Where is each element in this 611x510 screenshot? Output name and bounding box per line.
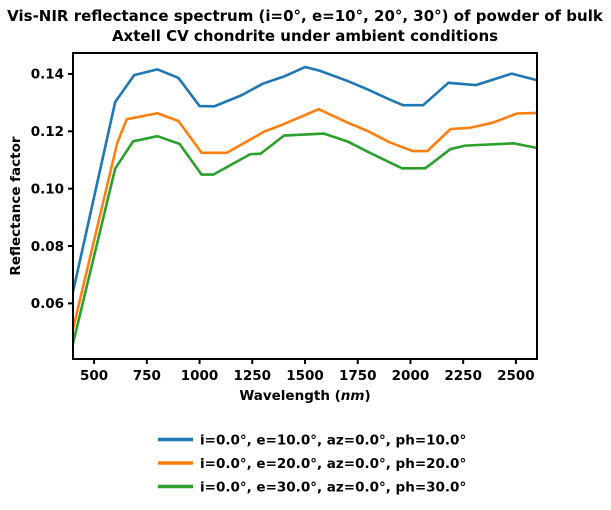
x-tick-label: 500 (80, 368, 108, 384)
x-tick-label: 750 (133, 368, 161, 384)
series-line-0 (73, 65, 537, 293)
legend-label-0: i=0.0°, e=10.0°, az=0.0°, ph=10.0° (200, 432, 466, 448)
series-line-1 (73, 107, 537, 330)
x-tick-label: 1500 (286, 368, 324, 384)
chart-title-line1: Vis-NIR reflectance spectrum (i=0°, e=10… (7, 7, 604, 25)
y-tick-label: 0.14 (31, 67, 64, 83)
axes-spines (72, 52, 538, 360)
x-tick-label: 2000 (392, 368, 430, 384)
series-line-2 (73, 132, 537, 344)
y-tick-label: 0.12 (31, 124, 64, 140)
y-axis-label: Reflectance factor (8, 136, 24, 275)
legend: i=0.0°, e=10.0°, az=0.0°, ph=10.0° i=0.0°… (158, 432, 466, 495)
x-tick-label: 1000 (181, 368, 219, 384)
series-layer (73, 65, 537, 344)
x-tick-label: 2500 (497, 368, 535, 384)
legend-label-2: i=0.0°, e=30.0°, az=0.0°, ph=30.0° (200, 479, 466, 495)
y-tick-label: 0.06 (31, 296, 64, 312)
legend-label-1: i=0.0°, e=20.0°, az=0.0°, ph=20.0° (200, 456, 466, 472)
x-tick-label: 2250 (444, 368, 482, 384)
chart-title-line2: Axtell CV chondrite under ambient condit… (112, 27, 498, 45)
x-tick-label: 1250 (233, 368, 271, 384)
axes-layer: 500 750 1000 1250 1500 1750 2000 2250 2500 0.06 0.… (31, 52, 538, 384)
y-tick-label: 0.08 (31, 239, 64, 255)
x-tick-label: 1750 (339, 368, 377, 384)
x-axis-label: Wavelength (nm) (239, 388, 370, 404)
y-tick-label: 0.10 (31, 181, 64, 197)
